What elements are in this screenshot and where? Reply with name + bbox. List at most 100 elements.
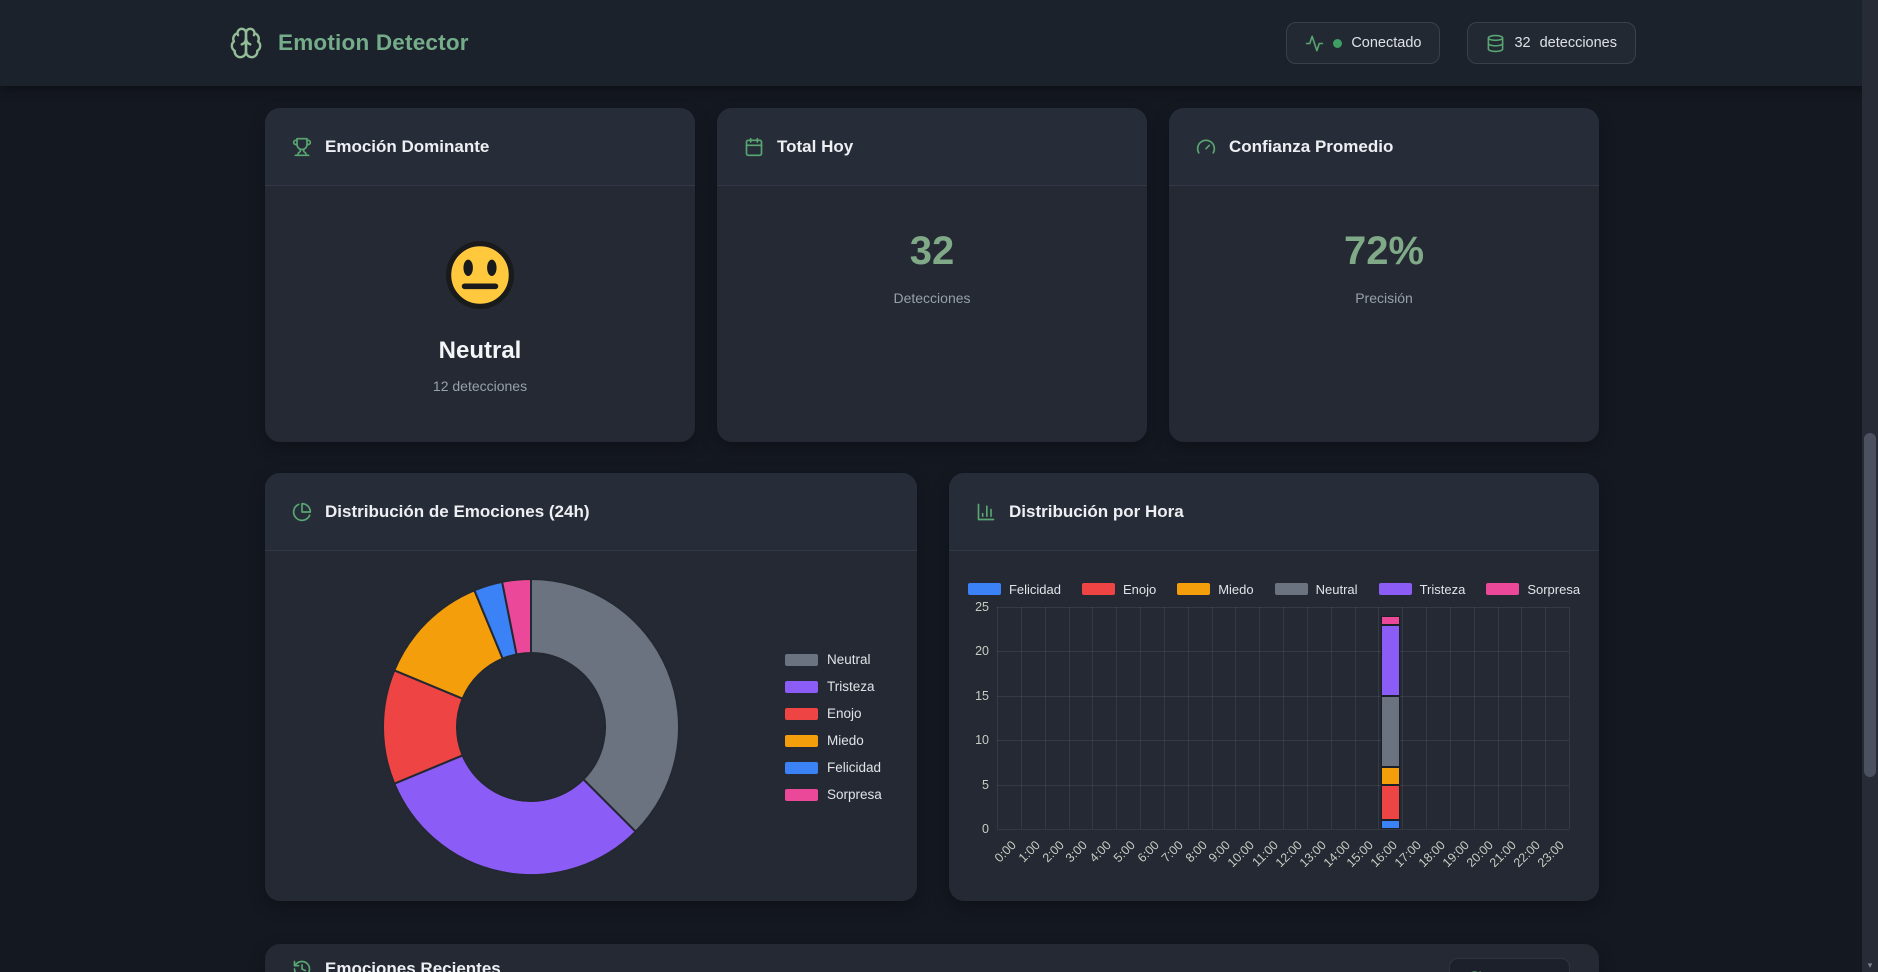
header-badges: Conectado 32 detecciones	[1286, 22, 1636, 64]
legend-swatch	[785, 761, 818, 774]
doughnut-segment[interactable]	[530, 577, 680, 834]
gridline	[1044, 607, 1046, 829]
gauge-icon	[1196, 139, 1216, 154]
gridline	[1521, 607, 1523, 829]
scrollbar-thumb[interactable]	[1864, 433, 1876, 777]
x-axis-tick: 21:00	[1487, 838, 1520, 871]
x-axis-tick: 20:00	[1463, 838, 1496, 871]
y-axis-tick: 15	[975, 688, 989, 703]
legend-item[interactable]: Neutral	[1274, 581, 1358, 597]
legend-label: Felicidad	[827, 760, 882, 775]
doughnut-chart[interactable]	[371, 567, 691, 887]
dominant-emotion-card: Emoción Dominante Neutral 12 detecciones	[265, 108, 695, 442]
gridline	[1378, 607, 1380, 829]
gridline	[1020, 607, 1022, 829]
scrollbar-down-arrow[interactable]: ▾	[1867, 960, 1873, 970]
x-axis-tick: 23:00	[1534, 838, 1567, 871]
brain-logo-icon	[230, 27, 262, 59]
scrollbar-track[interactable]: ▾	[1862, 0, 1878, 972]
legend-item[interactable]: Felicidad	[967, 581, 1061, 597]
gridline	[997, 651, 1569, 653]
gridline	[1116, 607, 1118, 829]
legend-item[interactable]: Sorpresa	[1486, 581, 1580, 597]
history-icon	[293, 960, 311, 972]
doughnut-segment[interactable]	[392, 754, 638, 876]
confidence-card: Confianza Promedio 72% Precisión	[1169, 108, 1599, 442]
gridline	[1163, 607, 1165, 829]
gridline	[1211, 607, 1213, 829]
y-axis-tick: 0	[982, 822, 989, 836]
legend-item[interactable]: Enojo	[785, 700, 882, 727]
gridline	[997, 695, 1569, 697]
x-axis-tick: 10:00	[1225, 838, 1258, 871]
card-title: Emociones Recientes	[325, 959, 501, 972]
legend-item[interactable]: Miedo	[1177, 581, 1254, 597]
confidence-subtitle: Precisión	[1355, 290, 1413, 306]
x-axis-tick: 7:00	[1158, 838, 1186, 866]
gridline	[1449, 607, 1451, 829]
hourly-chart-region[interactable]: 0 5 10 15 20 25 0:00 1:00 2:00 3:00 4:00 5:00 6:00 7:…	[949, 473, 1599, 901]
bar-segment-felicidad[interactable]	[1380, 820, 1400, 829]
detections-label: detecciones	[1539, 35, 1617, 51]
legend-item[interactable]: Tristeza	[1378, 581, 1466, 597]
x-axis-tick: 17:00	[1391, 838, 1424, 871]
bar-segment-miedo[interactable]	[1380, 766, 1400, 785]
legend-item[interactable]: Enojo	[1081, 581, 1156, 597]
gridline	[997, 607, 1569, 608]
x-axis-tick: 18:00	[1415, 838, 1448, 871]
bar-segment-enojo[interactable]	[1380, 784, 1400, 821]
x-axis-tick: 11:00	[1249, 838, 1281, 870]
bar-segment-sorpresa[interactable]	[1380, 615, 1400, 625]
gridline	[1330, 607, 1332, 829]
doughnut-legend: Neutral Tristeza Enojo Miedo Felicidad Sorpre…	[785, 646, 882, 808]
gridline	[1283, 607, 1284, 829]
x-axis-tick: 1:00	[1015, 838, 1043, 866]
x-axis-tick: 14:00	[1320, 838, 1353, 871]
activity-icon	[1306, 35, 1324, 51]
legend-item[interactable]: Neutral	[785, 646, 882, 673]
legend-swatch	[785, 734, 818, 747]
legend-item[interactable]: Tristeza	[785, 673, 882, 700]
pie-chart-icon	[292, 502, 312, 521]
bar-chart-icon	[977, 503, 995, 520]
gridline	[1426, 607, 1427, 829]
refresh-button[interactable]: Actualizar	[1448, 958, 1570, 972]
legend-label: Tristeza	[1419, 581, 1466, 597]
legend-swatch	[785, 680, 818, 693]
gridline	[1306, 607, 1308, 829]
x-axis-tick: 4:00	[1087, 838, 1115, 866]
connection-status-label: Conectado	[1351, 35, 1422, 51]
header: Emotion Detector Conectado 32 deteccione…	[0, 0, 1878, 86]
y-axis-tick: 20	[975, 644, 989, 659]
gridline	[1092, 607, 1094, 829]
legend-item[interactable]: Miedo	[785, 727, 882, 754]
legend-swatch	[1378, 583, 1412, 595]
gridline	[1402, 607, 1404, 829]
gridline	[997, 784, 1569, 786]
legend-item[interactable]: Felicidad	[785, 754, 882, 781]
legend-swatch	[967, 583, 1001, 595]
bar-segment-tristeza[interactable]	[1380, 624, 1400, 696]
legend-swatch	[1274, 583, 1308, 595]
dominant-emotion-count: 12 detecciones	[432, 378, 528, 394]
x-axis-tick: 12:00	[1272, 838, 1305, 871]
legend-label: Enojo	[827, 706, 862, 721]
bar-segment-neutral[interactable]	[1380, 695, 1400, 767]
dominant-emotion-name: Neutral	[438, 337, 522, 364]
calendar-icon	[745, 137, 763, 156]
card-title: Distribución por Hora	[1009, 501, 1184, 521]
legend-label: Miedo	[1218, 581, 1254, 597]
legend-item[interactable]: Sorpresa	[785, 781, 882, 808]
card-title: Emoción Dominante	[325, 136, 490, 156]
page-title: Emotion Detector	[278, 30, 469, 55]
legend-swatch	[785, 707, 818, 720]
x-axis-tick: 8:00	[1182, 838, 1210, 866]
gridline	[1187, 607, 1189, 829]
gridline	[1569, 607, 1570, 829]
x-axis-tick: 5:00	[1110, 838, 1138, 866]
gridline	[997, 829, 1569, 830]
legend-label: Neutral	[1315, 581, 1358, 597]
gridline	[997, 607, 998, 829]
legend-label: Neutral	[827, 652, 871, 667]
doughnut-segment[interactable]	[500, 577, 532, 656]
